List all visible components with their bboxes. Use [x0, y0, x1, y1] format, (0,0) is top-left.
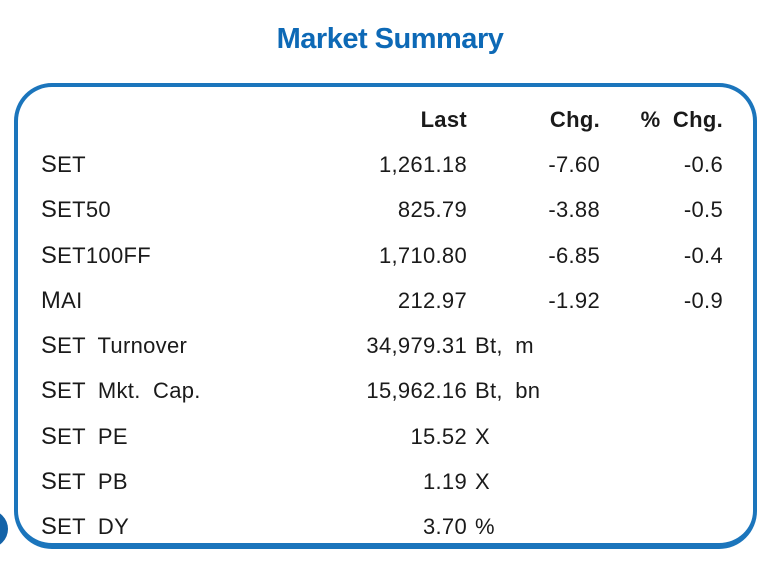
row-chg-value: -6.85: [548, 242, 600, 268]
row-pct-chg-value: -0.4: [683, 242, 723, 268]
last-number: 15.52: [410, 423, 467, 449]
last-number: 15,962.16: [366, 378, 467, 404]
last-number: 1,261.18: [378, 151, 467, 177]
page-title: Market Summary: [276, 23, 504, 55]
row-label: SET50: [41, 196, 111, 224]
row-pct-chg-value: -0.6: [683, 151, 723, 177]
last-number: 3.70: [422, 514, 467, 540]
row-last-value: 3.70%: [284, 514, 495, 540]
last-unit: X: [475, 469, 490, 495]
last-number: 34,979.31: [366, 333, 467, 359]
row-label: SET Turnover: [41, 332, 188, 360]
last-number: 212.97: [397, 287, 467, 313]
row-last-value: 15,962.16 Bt, bn: [284, 378, 540, 404]
row-pct-chg-value: -0.9: [683, 287, 723, 313]
table-row: SET Turnover 34,979.31 Bt, m: [18, 323, 753, 368]
table-row: SET100FF 1,710.80 -6.85 -0.4: [18, 233, 753, 278]
table-row: SET 1,261.18 -7.60 -0.6: [18, 142, 753, 187]
row-last-value: 212.97: [284, 288, 467, 314]
last-unit: %: [475, 514, 495, 540]
row-last-value: 15.52 X: [284, 423, 489, 450]
row-label: SET: [41, 150, 86, 178]
table-row: MAI 212.97 -1.92 -0.9: [18, 278, 753, 323]
row-label: MAI: [41, 286, 83, 314]
table-header-row: Last Chg. % Chg.: [18, 97, 753, 142]
row-label: SET DY: [41, 513, 130, 541]
market-summary-card: Last Chg. % Chg. SET 1,261.18 -7.60 -0.6…: [14, 83, 757, 549]
table-row: SET50 825.79 -3.88 -0.5: [18, 188, 753, 233]
row-last-value: 1.19 X: [284, 469, 490, 495]
table-row: SET DY 3.70%: [18, 505, 753, 550]
column-header-last: Last: [420, 106, 467, 132]
row-pct-chg-value: -0.5: [683, 197, 723, 223]
row-last-value: 825.79: [284, 197, 467, 223]
last-unit: Bt, m: [475, 333, 534, 359]
row-label: SET100FF: [41, 241, 151, 269]
row-label: SET Mkt. Cap.: [41, 377, 201, 405]
row-label: SET PB: [41, 468, 128, 496]
row-last-value: 1,710.80: [284, 243, 467, 269]
column-header-chg: Chg.: [549, 106, 600, 132]
column-header-pct-chg: % Chg.: [640, 106, 723, 132]
table-body: SET 1,261.18 -7.60 -0.6 SET50 825.79 -3.…: [18, 142, 753, 550]
last-number: 1.19: [422, 469, 467, 495]
row-label: SET PE: [41, 422, 128, 450]
last-number: 825.79: [397, 197, 467, 223]
row-chg-value: -1.92: [548, 287, 600, 313]
table-row: SET Mkt. Cap. 15,962.16 Bt, bn: [18, 369, 753, 414]
table-row: SET PB 1.19 X: [18, 459, 753, 504]
row-last-value: 34,979.31 Bt, m: [284, 333, 533, 359]
row-last-value: 1,261.18: [284, 152, 467, 178]
row-chg-value: -3.88: [548, 197, 600, 223]
last-number: 1,710.80: [378, 242, 467, 268]
table-row: SET PE 15.52 X: [18, 414, 753, 459]
last-unit: Bt, bn: [475, 378, 541, 404]
corner-dot-decoration: [0, 510, 8, 548]
row-chg-value: -7.60: [548, 151, 600, 177]
last-unit: X: [475, 423, 490, 449]
